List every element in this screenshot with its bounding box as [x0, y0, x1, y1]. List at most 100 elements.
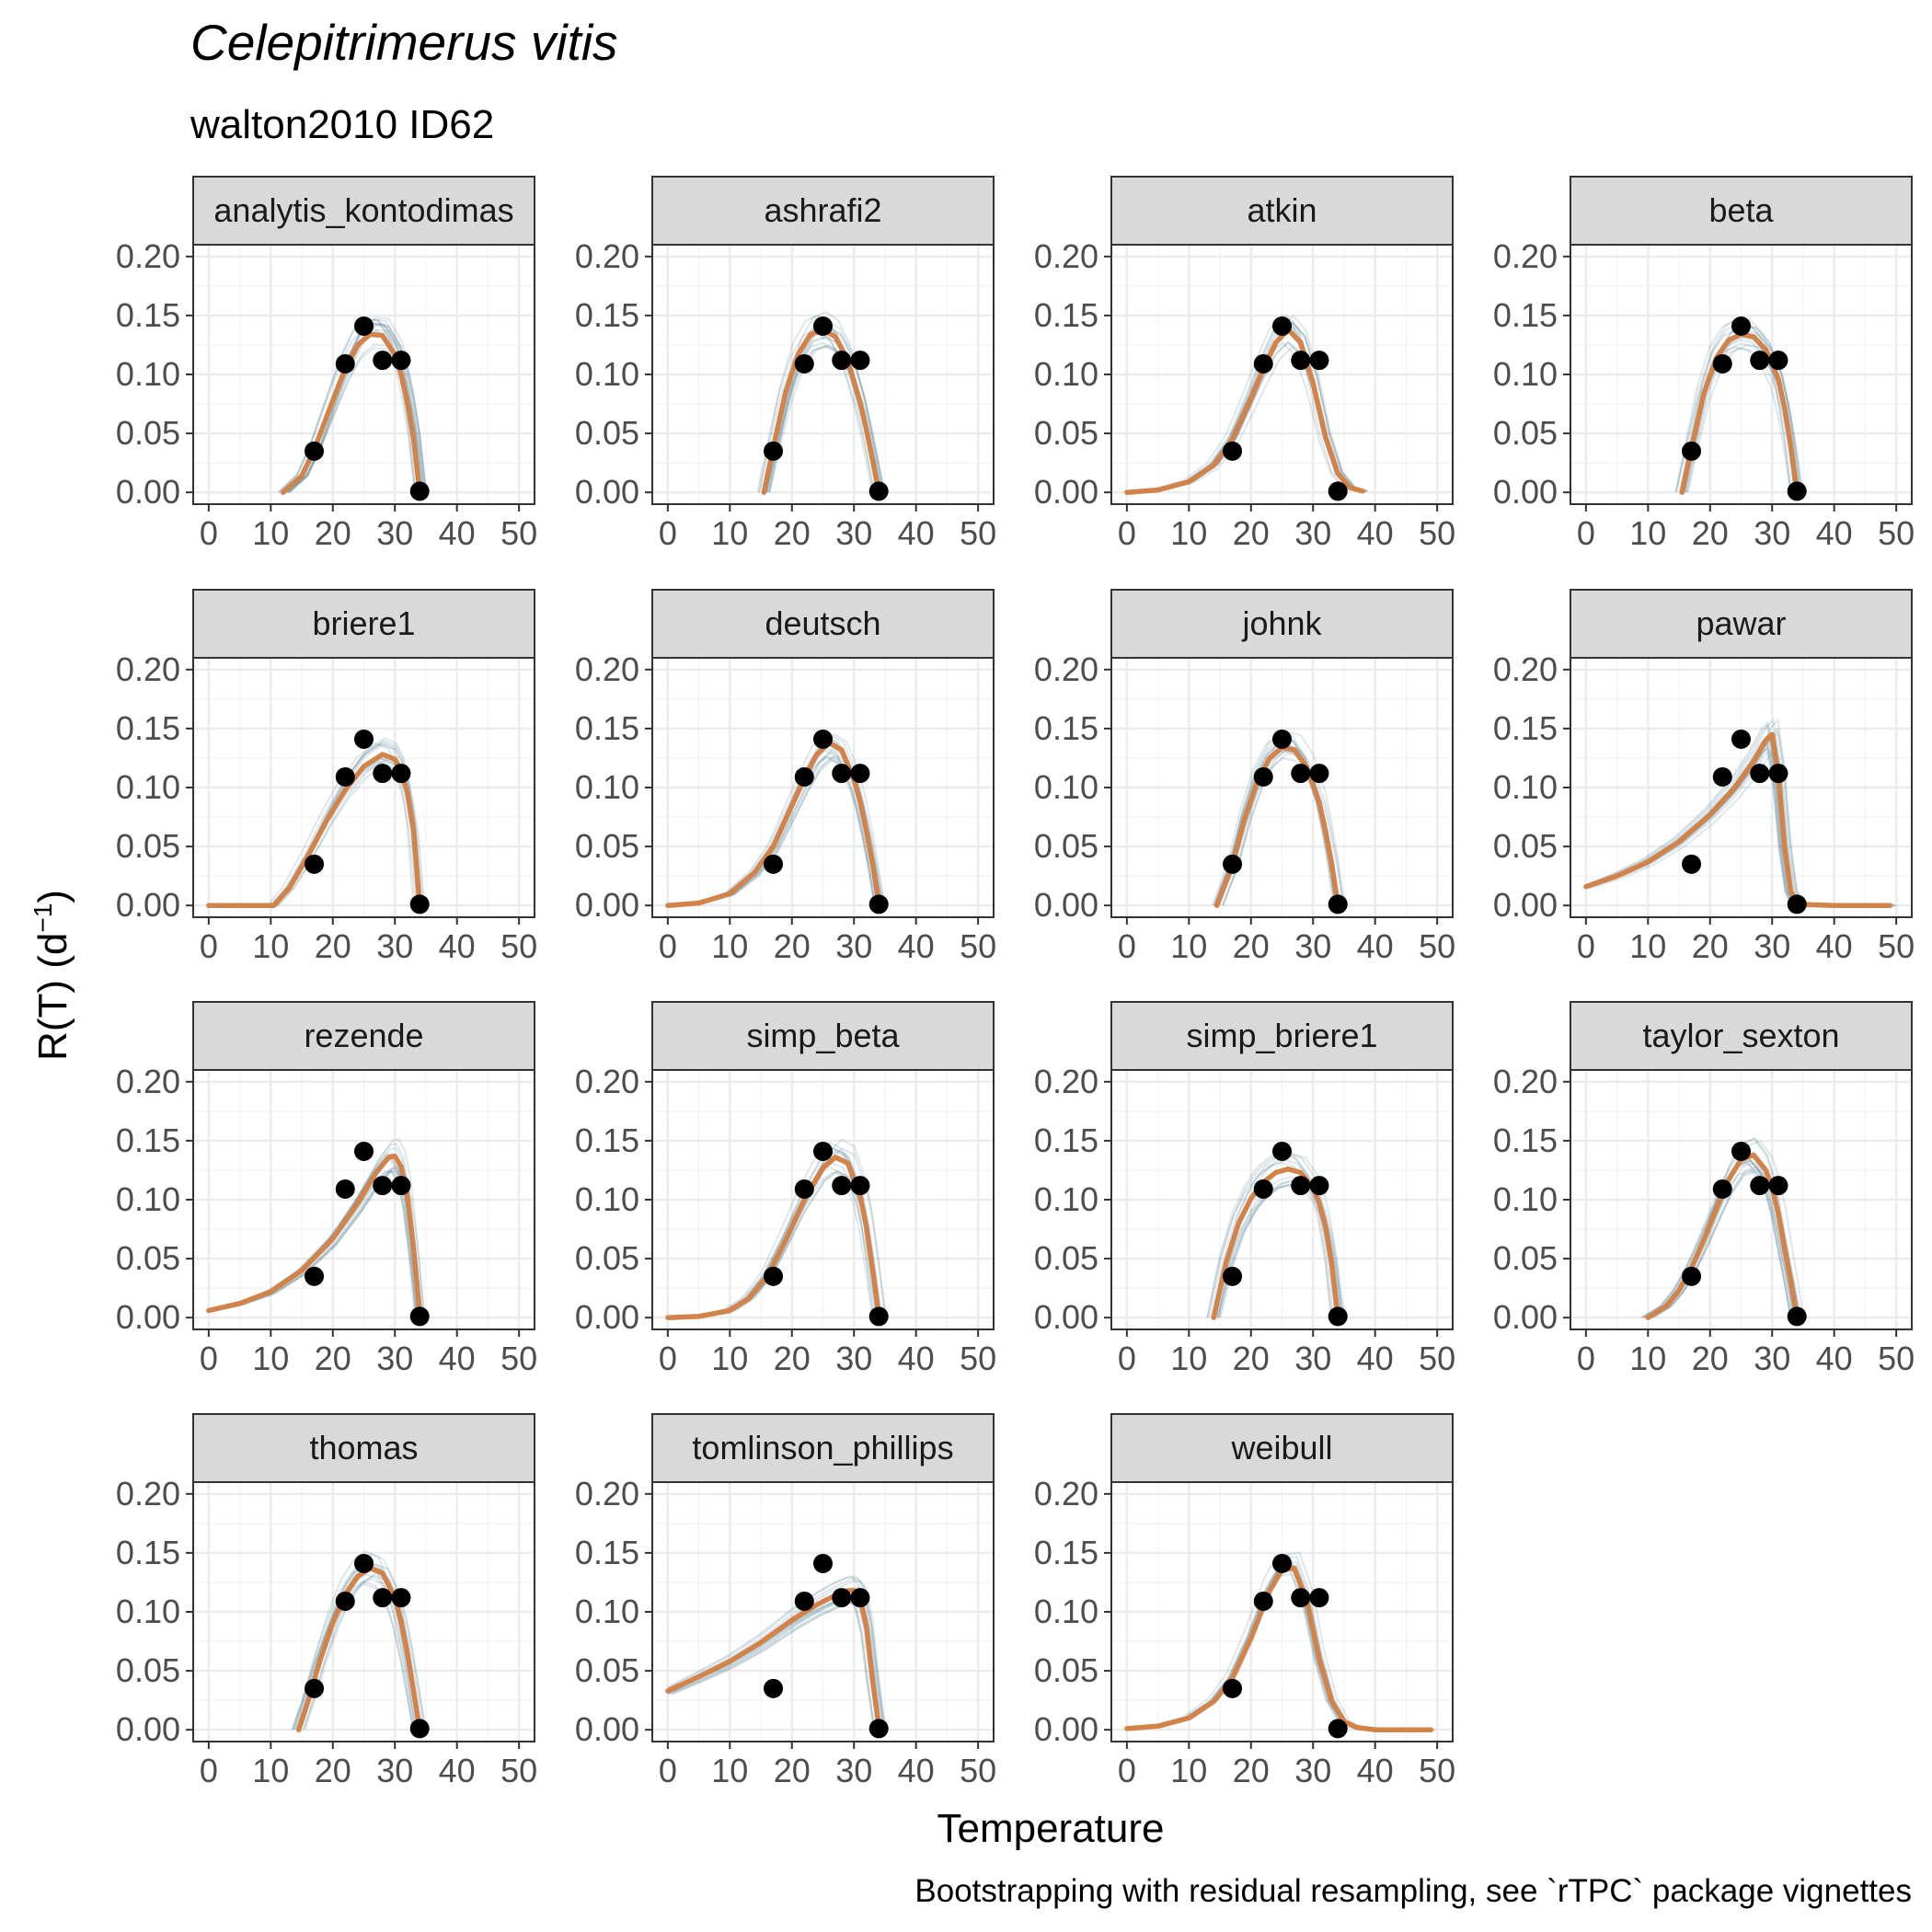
facet-strip-label: ashrafi2	[764, 191, 881, 229]
data-point	[1750, 1176, 1770, 1196]
x-tick-label: 20	[315, 1752, 351, 1789]
y-tick-label: 0.10	[116, 1593, 180, 1630]
bootstrap-curve	[667, 1141, 874, 1319]
facet-briere1: briere1 0 10 20 30 40 50 0.00 0.05 0.10 0.15 0.20	[116, 589, 537, 965]
data-point	[391, 764, 411, 784]
y-tick-label: 0.00	[1493, 886, 1558, 924]
fitted-curve	[206, 1153, 422, 1317]
data-point	[409, 481, 430, 501]
y-tick-label: 0.20	[1034, 1475, 1098, 1512]
bootstrap-curve	[767, 319, 884, 493]
data-point	[1223, 441, 1243, 461]
y-tick-label: 0.05	[1493, 414, 1558, 452]
y-tick-label: 0.00	[116, 1710, 180, 1748]
x-tick-label: 0	[200, 514, 218, 552]
x-tick-label: 50	[1419, 1340, 1455, 1377]
data-point	[1682, 441, 1702, 461]
data-point	[305, 854, 325, 874]
y-tick-label: 0.15	[116, 1534, 180, 1571]
y-tick-label: 0.20	[575, 1475, 639, 1512]
bootstrap-curve	[1674, 346, 1791, 493]
x-tick-label: 30	[1754, 514, 1790, 552]
data-point	[850, 1588, 870, 1608]
y-tick-label: 0.15	[1034, 1121, 1098, 1159]
data-point	[409, 1719, 430, 1739]
data-point	[1731, 729, 1751, 749]
x-tick-label: 30	[1754, 927, 1790, 965]
y-tick-label: 0.20	[116, 650, 180, 688]
x-tick-label: 50	[500, 514, 537, 552]
facet-thomas: thomas 0 10 20 30 40 50 0.00 0.05 0.10 0.15 0.20	[116, 1413, 537, 1789]
x-tick-label: 40	[439, 1752, 476, 1789]
data-point	[391, 1176, 411, 1196]
y-tick-label: 0.00	[116, 1298, 180, 1336]
data-point	[335, 766, 355, 787]
data-point	[764, 1266, 784, 1286]
x-tick-label: 20	[1692, 514, 1729, 552]
y-tick-label: 0.15	[116, 709, 180, 747]
data-point	[1731, 316, 1751, 336]
data-point	[1750, 764, 1770, 784]
x-tick-label: 20	[774, 927, 811, 965]
data-point	[1223, 1678, 1243, 1698]
facet-strip-label: tomlinson_phillips	[692, 1429, 953, 1466]
y-tick-label: 0.00	[1034, 473, 1098, 511]
chart-title: Celepitrimerus vitis	[190, 14, 618, 71]
data-point	[1272, 729, 1292, 749]
x-tick-label: 0	[659, 927, 677, 965]
y-tick-label: 0.10	[1034, 355, 1098, 393]
x-tick-label: 40	[439, 514, 476, 552]
x-tick-label: 0	[200, 927, 218, 965]
y-tick-label: 0.00	[1034, 1298, 1098, 1336]
data-point	[1291, 1176, 1311, 1196]
facet-beta: beta 0 10 20 30 40 50 0.00 0.05 0.10 0.15 0.20	[1493, 176, 1915, 552]
bootstrap-curve	[1686, 344, 1804, 493]
y-tick-label: 0.10	[1034, 1180, 1098, 1218]
facet-strip	[192, 1413, 535, 1483]
x-tick-label: 50	[1419, 1752, 1455, 1789]
x-tick-label: 20	[774, 514, 811, 552]
data-point	[1768, 351, 1788, 371]
facet-panels: analytis_kontodimas 0 10 20 30 40 50 0.00 0.05 0.…	[116, 176, 1915, 1789]
data-point	[305, 441, 325, 461]
x-tick-label: 30	[1294, 1340, 1331, 1377]
x-tick-label: 0	[659, 1340, 677, 1377]
y-tick-label: 0.15	[1493, 296, 1558, 334]
bootstrap-curve	[1206, 1161, 1332, 1318]
facet-strip-label: briere1	[312, 604, 415, 642]
data-point	[850, 764, 870, 784]
facet-strip-label: weibull	[1230, 1429, 1332, 1466]
facet-strip-label: simp_briere1	[1186, 1017, 1377, 1054]
data-point	[1328, 1306, 1348, 1327]
y-tick-label: 0.15	[1034, 709, 1098, 747]
y-tick-label: 0.20	[1493, 650, 1558, 688]
x-tick-label: 40	[898, 1752, 935, 1789]
x-tick-label: 20	[1233, 927, 1270, 965]
fitted-curve	[206, 752, 422, 908]
y-axis-label-close: )	[30, 890, 75, 903]
data-point	[335, 1591, 355, 1611]
bootstrap-curve	[768, 326, 885, 493]
data-point	[1768, 764, 1788, 784]
y-tick-label: 0.00	[1034, 1710, 1098, 1748]
data-point	[832, 764, 852, 784]
facet-strip	[1570, 1001, 1913, 1071]
y-tick-label: 0.20	[1493, 237, 1558, 275]
data-point	[1253, 1179, 1273, 1199]
data-point	[1787, 481, 1807, 501]
y-axis-label-superscript: −1	[29, 903, 57, 933]
bootstrap-curve	[667, 745, 875, 907]
data-point	[794, 353, 814, 374]
bootstrap-curve	[213, 757, 426, 907]
x-tick-label: 40	[1816, 927, 1853, 965]
x-tick-label: 10	[252, 1340, 289, 1377]
facet-strip-label: deutsch	[765, 604, 880, 642]
x-tick-label: 50	[1878, 514, 1915, 552]
facet-weibull: weibull 0 10 20 30 40 50 0.00 0.05 0.10 0.15 0.20	[1034, 1413, 1455, 1789]
x-tick-label: 10	[1170, 927, 1207, 965]
data-point	[409, 894, 430, 914]
bootstrap-curve	[304, 1572, 427, 1731]
facet-simp-briere1: simp_briere1 0 10 20 30 40 50 0.00 0.05 0.10 0.15 0…	[1034, 1001, 1455, 1377]
data-point	[868, 481, 889, 501]
y-tick-label: 0.10	[116, 1180, 180, 1218]
